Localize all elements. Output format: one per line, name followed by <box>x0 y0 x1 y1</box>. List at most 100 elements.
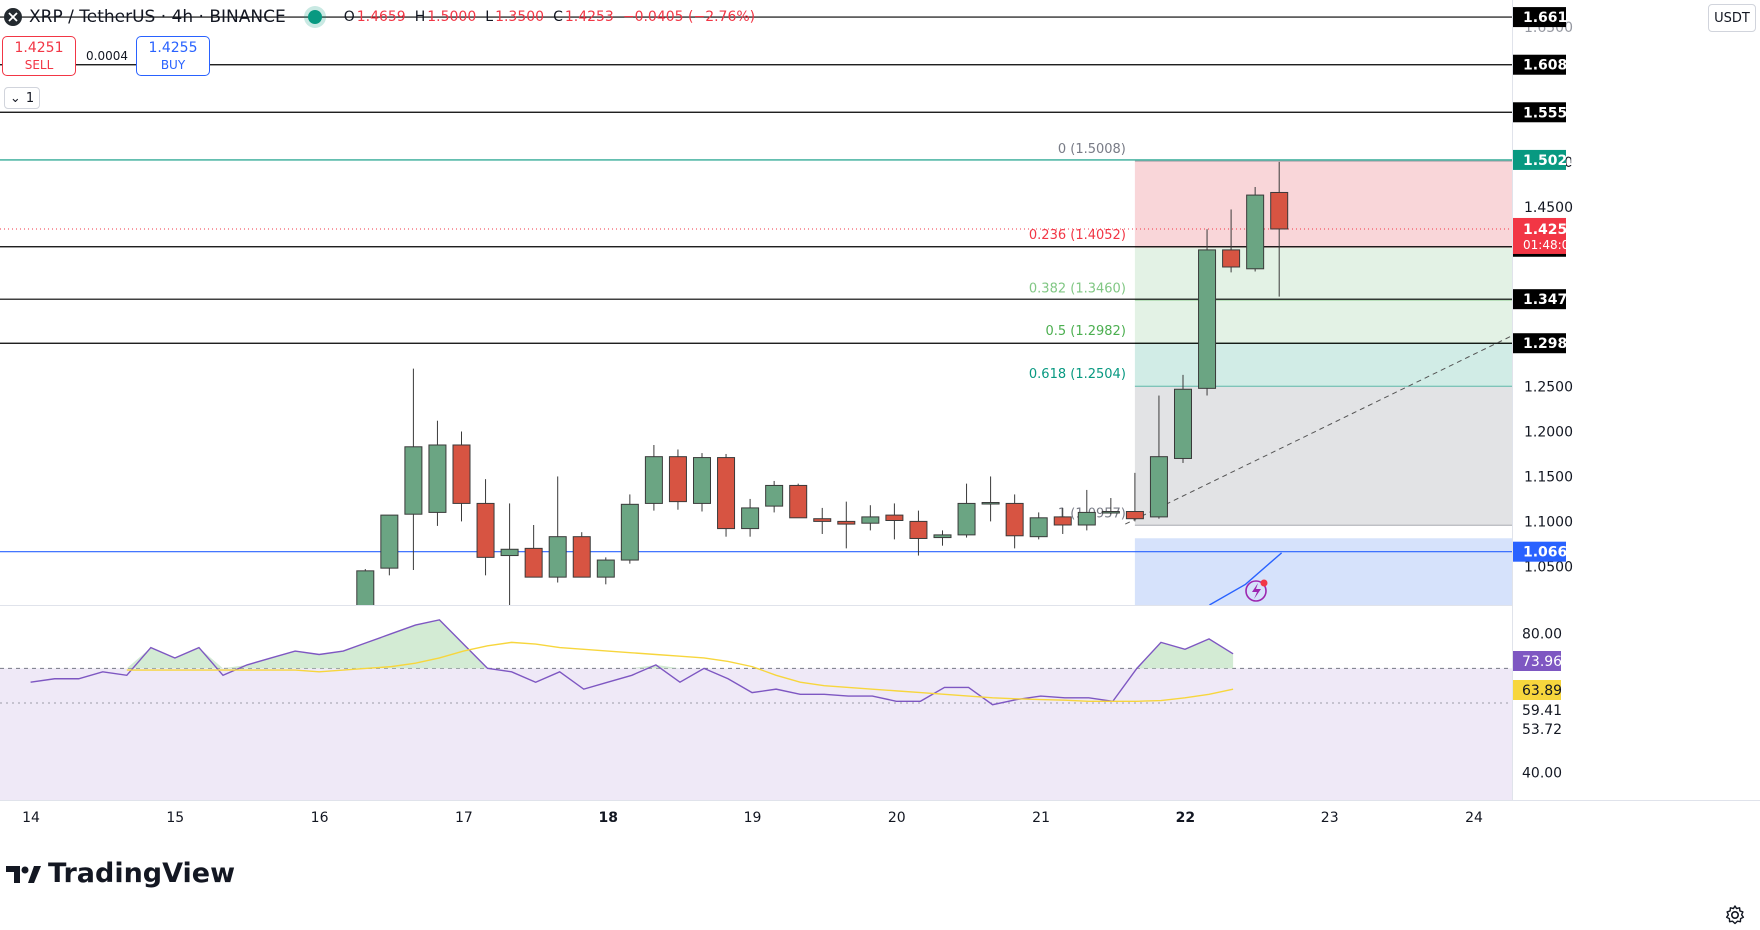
candle-body-31 <box>1101 511 1120 514</box>
price-tick-1.1000: 1.1000 <box>1524 514 1573 530</box>
candle-body-10 <box>596 559 615 578</box>
ohlc-key-2: L <box>485 9 494 25</box>
candle-body-21 <box>861 516 880 524</box>
time-label-14: 14 <box>22 810 40 826</box>
sell-price: 1.4251 <box>14 40 64 56</box>
time-label-19: 19 <box>744 810 762 826</box>
fib-zone-0.236 <box>1134 247 1512 301</box>
price-tick-1.0500: 1.0500 <box>1524 559 1573 575</box>
rsi-tag-2: 59.41 <box>1522 703 1562 719</box>
fib-level-label-0: 0 (1.5008) <box>1058 142 1126 157</box>
time-label-24: 24 <box>1465 810 1483 826</box>
rsi-tag-0: 73.96 <box>1522 654 1562 670</box>
ohlc-key-0: O <box>343 9 355 25</box>
rsi-pane <box>0 619 1512 800</box>
price-tick-1.1500: 1.1500 <box>1524 469 1573 485</box>
candle-body-9 <box>572 536 591 578</box>
market-open-status-icon <box>307 10 322 24</box>
fib-zone-0.382 <box>1134 300 1512 344</box>
candle-body-33 <box>1149 456 1168 518</box>
rsi-band <box>0 668 1512 800</box>
candle-body-34 <box>1173 388 1192 459</box>
sell-button[interactable]: 1.4251 SELL <box>2 36 76 76</box>
buy-button[interactable]: 1.4255 BUY <box>136 36 210 76</box>
price-tick-1.6500: 1.6500 <box>1524 20 1573 36</box>
currency-button[interactable]: USDT <box>1708 4 1756 32</box>
indicators-count: 1 <box>25 90 35 106</box>
xrp-logo-icon[interactable] <box>3 7 23 27</box>
ohlc-value-3: 1.4253 <box>564 9 614 25</box>
current-price-tag: 1.4253 <box>1523 222 1577 238</box>
price-tick-1.2500: 1.2500 <box>1524 380 1573 396</box>
level-tag-1.6080-bg <box>1513 54 1566 75</box>
symbol-title[interactable]: XRP / TetherUS · 4h · BINANCE <box>29 7 286 27</box>
candle-body-6 <box>500 548 519 557</box>
rsi-tick-80.00: 80.00 <box>1522 627 1562 643</box>
lightning-circle <box>1245 580 1267 602</box>
candle-body-3 <box>428 444 447 513</box>
candle-body-37 <box>1246 194 1265 270</box>
candle-body-25 <box>957 502 976 536</box>
candle-body-20 <box>837 520 856 525</box>
candle-body-29 <box>1053 516 1072 526</box>
buy-price: 1.4255 <box>148 40 198 56</box>
candle-body-2 <box>404 446 423 515</box>
fib-zone-0.5 <box>1134 343 1512 387</box>
ohlc-key-3: C <box>553 9 563 25</box>
time-label-17: 17 <box>455 810 473 826</box>
level-tag-1.6610-bg <box>1513 7 1566 28</box>
candle-body-24 <box>933 534 952 539</box>
current-price-tag-bg <box>1513 217 1566 254</box>
candle-body-4 <box>452 444 471 504</box>
tradingview-logo-text: TradingView <box>48 858 236 889</box>
candle-body-7 <box>524 547 543 578</box>
time-label-23: 23 <box>1321 810 1339 826</box>
level-tag-1.6610: 1.6610 <box>1523 10 1577 26</box>
ohlc-values: O 1.4659 H 1.5000 L 1.3500 C 1.4253 −0.0405 (−2.… <box>344 9 764 25</box>
candle-body-38 <box>1270 191 1289 230</box>
time-label-16: 16 <box>311 810 329 826</box>
level-tag-1.5021: 1.5021 <box>1523 153 1577 169</box>
price-tick-1.4500: 1.4500 <box>1524 200 1573 216</box>
candle-body-19 <box>813 518 832 522</box>
candle-body-27 <box>1005 502 1024 537</box>
moving-average-line <box>1209 552 1283 605</box>
trend-line <box>1125 335 1512 525</box>
rsi-ma-line <box>126 641 1234 702</box>
level-tag-1.4055: 1.4055 <box>1523 240 1577 256</box>
time-label-20: 20 <box>888 810 906 826</box>
ohlc-value-4: −0.0405 (−2.76%) <box>622 9 756 25</box>
rsi-tick-40.00: 40.00 <box>1522 765 1562 781</box>
candle-body-8 <box>548 536 567 578</box>
level-tag-1.6080: 1.6080 <box>1523 58 1577 74</box>
buy-label: BUY <box>160 58 186 72</box>
sell-label: SELL <box>24 58 54 72</box>
time-label-15: 15 <box>166 810 184 826</box>
level-tag-1.4055-bg <box>1513 236 1566 257</box>
level-tag-1.5551-bg <box>1513 102 1566 123</box>
candle-body-15 <box>717 457 736 530</box>
chevron-down-icon: ⌄ <box>9 90 21 106</box>
fib-zone-1 <box>1134 538 1512 605</box>
rsi-tag-3: 53.72 <box>1522 722 1562 738</box>
settings-gear-icon[interactable] <box>1724 904 1746 926</box>
level-tag-1.2982: 1.2982 <box>1523 336 1577 352</box>
candle-body-26 <box>981 502 1000 505</box>
fib-level-label-0.382: 0.382 (1.3460) <box>1029 281 1126 296</box>
lightning-alert-icon <box>1245 579 1268 602</box>
level-tag-1.5021-bg <box>1513 149 1566 170</box>
candle-body-32 <box>1125 511 1144 520</box>
candle-body-16 <box>741 507 760 530</box>
candle-body-22 <box>885 514 904 521</box>
fib-level-label-0.618: 0.618 (1.2504) <box>1029 367 1126 382</box>
candle-body-28 <box>1029 517 1048 538</box>
level-tag-1.2982-bg <box>1513 333 1566 354</box>
indicators-collapse-button[interactable]: ⌄ 1 <box>4 87 40 109</box>
candle-body-12 <box>644 456 663 504</box>
level-tag-1.0663-bg <box>1513 541 1566 562</box>
rsi-overbought-fill <box>30 619 1234 669</box>
tradingview-logo[interactable]: TradingView <box>6 858 235 889</box>
level-tag-1.0663: 1.0663 <box>1523 545 1577 561</box>
rsi-line <box>30 619 1234 706</box>
